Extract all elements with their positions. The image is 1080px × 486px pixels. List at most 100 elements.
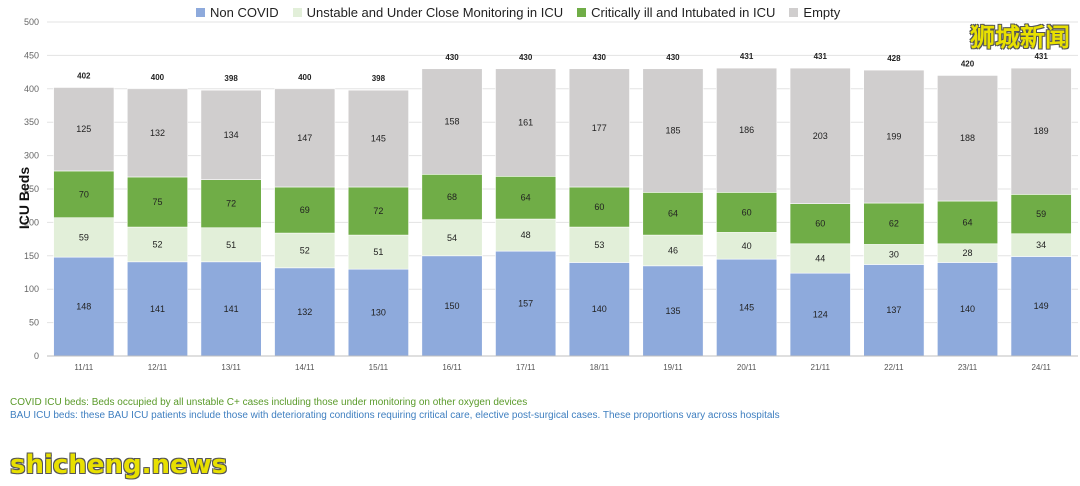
bar-segment-empty <box>274 88 336 188</box>
bar-segment-empty <box>568 68 630 188</box>
x-tick-label: 21/11 <box>811 363 831 372</box>
total-label: 400 <box>151 73 165 82</box>
y-tick-label: 250 <box>24 184 39 194</box>
x-tick-label: 17/11 <box>516 363 536 372</box>
data-label-critical: 72 <box>226 199 236 209</box>
data-label-empty: 147 <box>297 133 312 143</box>
bar-segment-unstable <box>274 232 336 269</box>
data-label-critical: 68 <box>447 192 457 202</box>
x-tick-label: 13/11 <box>221 363 241 372</box>
bar-segment-empty <box>716 67 778 193</box>
data-label-critical: 75 <box>152 197 162 207</box>
bar-segment-empty <box>1010 67 1072 195</box>
data-label-non-covid: 130 <box>371 308 386 318</box>
bar-segment-empty <box>642 68 704 193</box>
bar-segment-non-covid <box>274 267 336 357</box>
data-label-non-covid: 132 <box>297 307 312 317</box>
data-label-non-covid: 149 <box>1034 301 1049 311</box>
bar-segment-unstable <box>53 217 115 258</box>
data-label-unstable: 48 <box>521 230 531 240</box>
data-label-unstable: 51 <box>226 240 236 250</box>
legend-swatch-critical <box>577 8 587 17</box>
bar-segment-empty <box>200 89 262 180</box>
bar-segment-non-covid <box>789 272 851 357</box>
data-label-non-covid: 150 <box>445 301 460 311</box>
data-label-unstable: 44 <box>815 253 825 263</box>
bar-segment-critical <box>274 186 336 234</box>
data-label-unstable: 34 <box>1036 240 1046 250</box>
data-label-non-covid: 140 <box>960 304 975 314</box>
bar-segment-empty <box>495 68 557 177</box>
data-label-non-covid: 157 <box>518 299 533 309</box>
x-tick-label: 24/11 <box>1031 363 1051 372</box>
bar-segment-empty <box>126 88 188 178</box>
total-label: 402 <box>77 71 91 80</box>
x-tick-label: 11/11 <box>74 363 93 372</box>
total-label: 398 <box>224 74 238 83</box>
covid-beds-note: COVID ICU beds: Beds occupied by all uns… <box>10 397 528 408</box>
bar-segment-unstable <box>200 227 262 263</box>
legend-swatch-non-covid <box>196 8 205 17</box>
total-label: 431 <box>814 52 828 61</box>
y-tick-label: 400 <box>24 84 39 94</box>
total-label: 400 <box>298 73 312 82</box>
bar-segment-critical <box>1010 194 1072 235</box>
bar-segment-non-covid <box>495 250 557 357</box>
bar-segment-critical <box>789 203 851 245</box>
bar-segment-non-covid <box>347 268 409 357</box>
data-label-non-covid: 124 <box>813 310 828 320</box>
bar-segment-non-covid <box>716 258 778 357</box>
bar-segment-critical <box>53 170 115 219</box>
data-label-unstable: 28 <box>963 248 973 258</box>
data-label-non-covid: 135 <box>665 306 680 316</box>
y-tick-label: 500 <box>24 17 39 27</box>
y-axis-label: ICU Beds <box>16 166 32 230</box>
total-label: 430 <box>666 53 680 62</box>
x-tick-label: 18/11 <box>590 363 610 372</box>
data-label-critical: 60 <box>594 202 604 212</box>
bar-segment-empty <box>863 69 925 204</box>
y-tick-label: 0 <box>34 351 39 361</box>
legend-item-non-covid: Non COVID <box>196 5 279 20</box>
data-label-empty: 203 <box>813 131 828 141</box>
data-label-non-covid: 145 <box>739 303 754 313</box>
chart-legend: Non COVID Unstable and Under Close Monit… <box>196 5 840 20</box>
bar-segment-critical <box>495 176 557 220</box>
data-label-critical: 60 <box>742 207 752 217</box>
y-tick-label: 50 <box>29 318 39 328</box>
data-label-empty: 132 <box>150 128 165 138</box>
data-label-critical: 69 <box>300 205 310 215</box>
data-label-unstable: 46 <box>668 245 678 255</box>
data-label-empty: 134 <box>224 130 239 140</box>
bar-segment-critical <box>568 186 630 228</box>
bar-segment-unstable <box>421 219 483 257</box>
bar-segment-empty <box>53 87 115 172</box>
total-label: 428 <box>887 54 901 63</box>
bau-beds-note: BAU ICU beds: these BAU ICU patients inc… <box>10 410 780 421</box>
bar-segment-non-covid <box>642 265 704 357</box>
bar-segment-non-covid <box>863 264 925 357</box>
y-tick-label: 200 <box>24 217 39 227</box>
data-label-unstable: 59 <box>79 232 89 242</box>
legend-label-empty: Empty <box>803 5 841 20</box>
total-label: 431 <box>1034 52 1048 61</box>
data-label-critical: 70 <box>79 189 89 199</box>
data-label-empty: 185 <box>665 126 680 136</box>
bar-segment-critical <box>937 200 999 245</box>
data-label-empty: 125 <box>76 124 91 134</box>
bar-segment-unstable <box>568 226 630 263</box>
data-label-unstable: 30 <box>889 249 899 259</box>
x-tick-label: 15/11 <box>369 363 389 372</box>
bar-segment-non-covid <box>937 262 999 357</box>
data-label-critical: 64 <box>668 209 678 219</box>
total-label: 430 <box>593 53 607 62</box>
bar-segment-empty <box>937 75 999 202</box>
data-label-non-covid: 141 <box>150 304 165 314</box>
bar-segment-non-covid <box>1010 256 1072 357</box>
bar-segment-empty <box>789 67 851 204</box>
data-label-critical: 62 <box>889 219 899 229</box>
x-tick-label: 23/11 <box>958 363 978 372</box>
data-label-unstable: 54 <box>447 233 457 243</box>
data-label-critical: 59 <box>1036 209 1046 219</box>
